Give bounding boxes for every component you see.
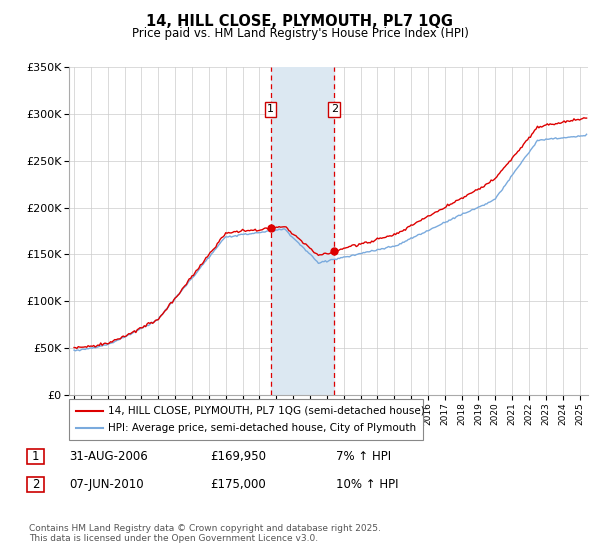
Text: 2: 2 (331, 104, 338, 114)
Text: 1: 1 (267, 104, 274, 114)
Text: 2: 2 (32, 478, 39, 491)
Text: £169,950: £169,950 (210, 450, 266, 463)
Text: HPI: Average price, semi-detached house, City of Plymouth: HPI: Average price, semi-detached house,… (108, 423, 416, 433)
Text: 1: 1 (32, 450, 39, 463)
Text: 7% ↑ HPI: 7% ↑ HPI (336, 450, 391, 463)
Text: 14, HILL CLOSE, PLYMOUTH, PL7 1QG: 14, HILL CLOSE, PLYMOUTH, PL7 1QG (146, 14, 454, 29)
Text: 10% ↑ HPI: 10% ↑ HPI (336, 478, 398, 491)
Text: £175,000: £175,000 (210, 478, 266, 491)
Text: 14, HILL CLOSE, PLYMOUTH, PL7 1QG (semi-detached house): 14, HILL CLOSE, PLYMOUTH, PL7 1QG (semi-… (108, 405, 425, 416)
Text: 07-JUN-2010: 07-JUN-2010 (69, 478, 143, 491)
Text: Price paid vs. HM Land Registry's House Price Index (HPI): Price paid vs. HM Land Registry's House … (131, 27, 469, 40)
Bar (271, 67, 334, 395)
Text: Contains HM Land Registry data © Crown copyright and database right 2025.
This d: Contains HM Land Registry data © Crown c… (29, 524, 380, 543)
Text: 31-AUG-2006: 31-AUG-2006 (69, 450, 148, 463)
